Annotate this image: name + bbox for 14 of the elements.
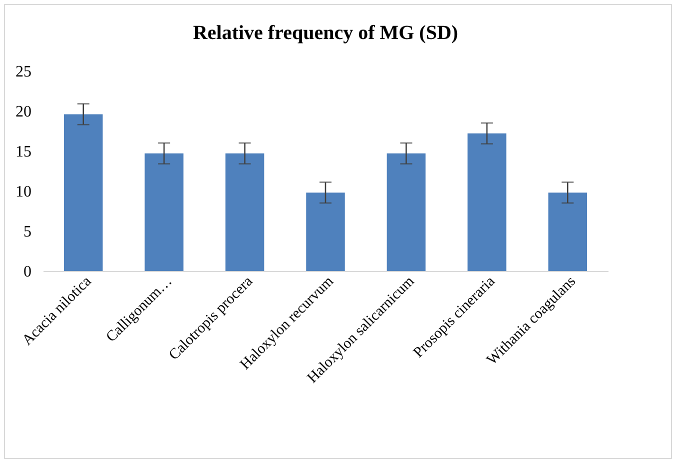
y-tick-label: 25	[16, 64, 32, 80]
y-tick-label: 10	[16, 184, 32, 200]
bar	[144, 153, 184, 271]
chart-title: Relative frequency of MG (SD)	[192, 22, 458, 44]
bar	[225, 153, 264, 271]
bar	[386, 153, 426, 271]
y-tick-label: 15	[16, 144, 32, 160]
y-tick-label: 5	[24, 224, 32, 240]
bar	[468, 133, 506, 271]
y-tick-label: 20	[16, 104, 32, 120]
bar	[64, 114, 103, 271]
bar	[306, 192, 345, 271]
bar	[548, 192, 588, 271]
y-tick-label: 0	[24, 264, 32, 280]
